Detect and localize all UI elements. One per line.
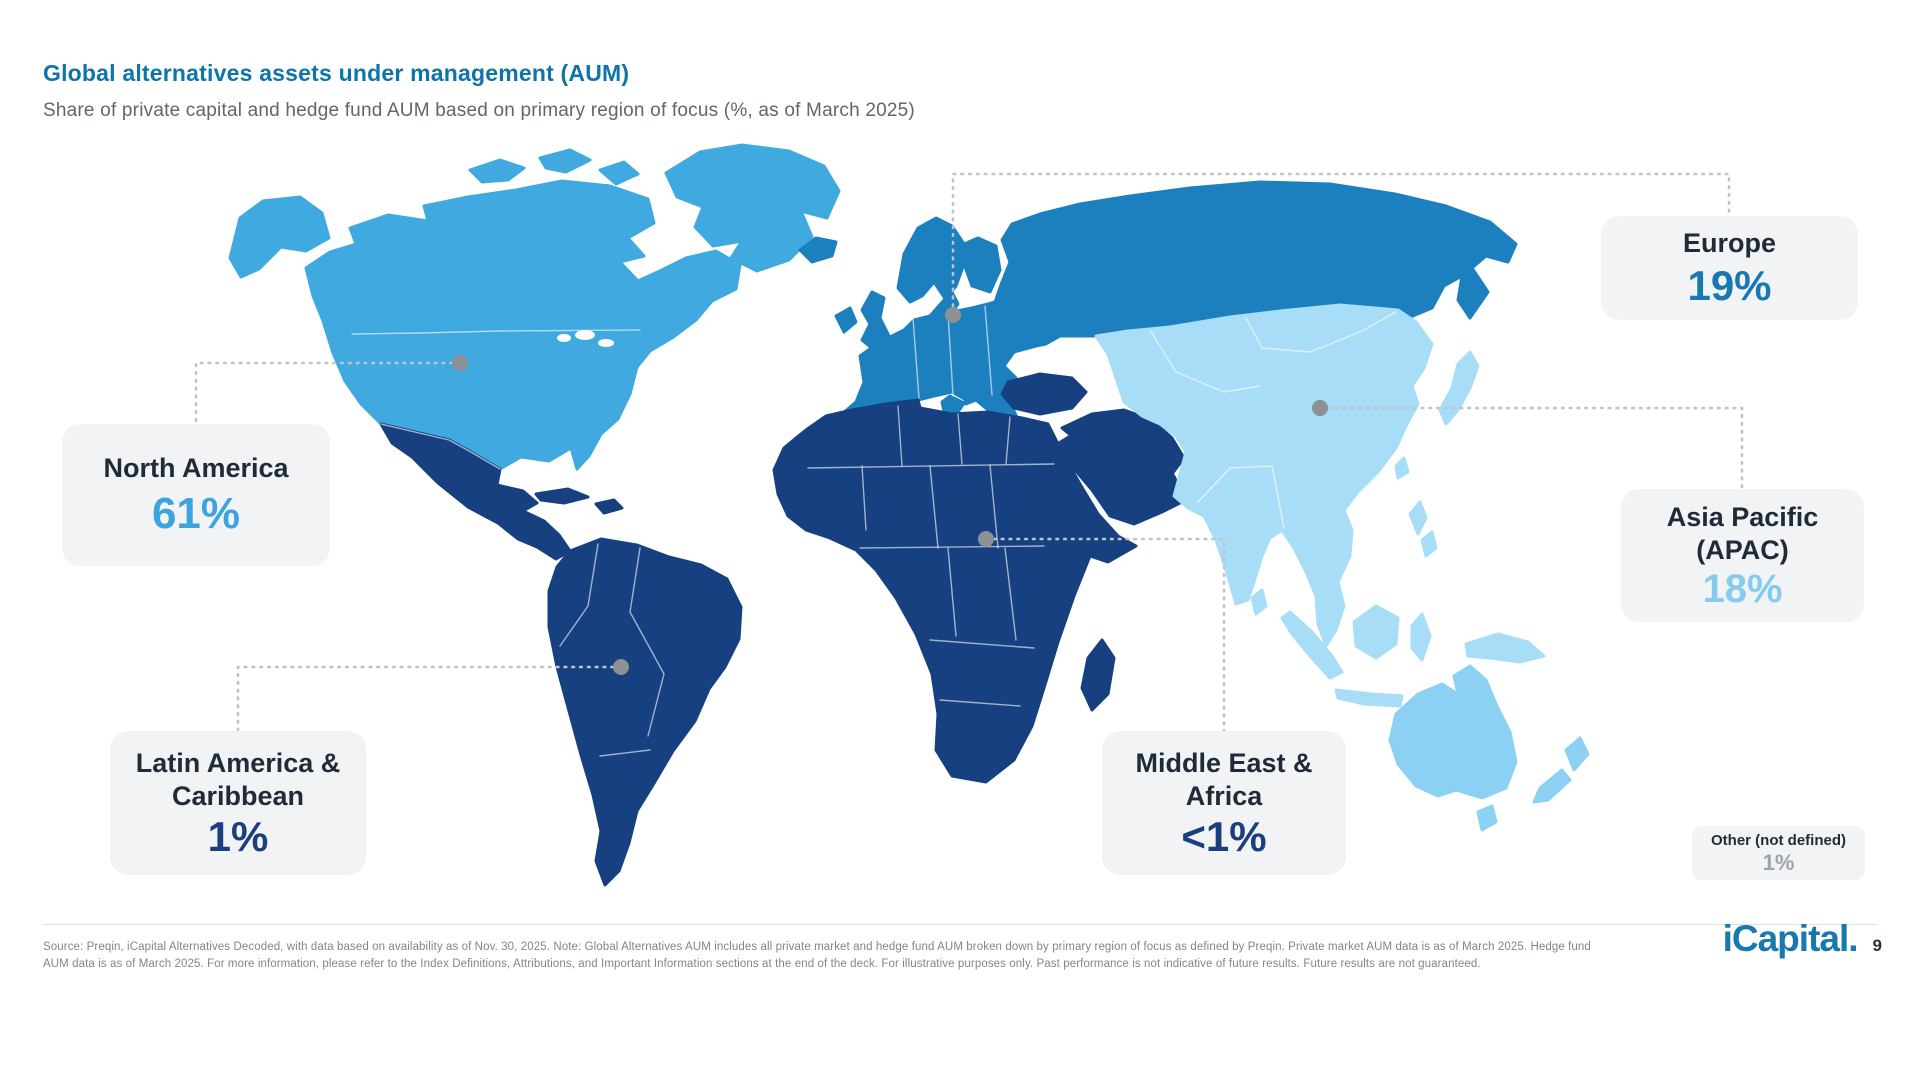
callout-other-value: 1% [1762, 850, 1795, 876]
icapital-logo: iCapital. [1722, 918, 1859, 959]
callout-middle-east-africa-label-line1: Middle East & [1135, 748, 1313, 779]
callout-latin-america-value: 1% [207, 812, 269, 860]
country-borders [351, 305, 1397, 757]
footer-disclaimer-line2: AUM data is as of March 2025. For more i… [43, 957, 1481, 970]
callout-other-label: Other (not defined) [1711, 831, 1846, 849]
footer-disclaimer: Source: Preqin, iCapital Alternatives De… [43, 939, 1693, 972]
connector-north-america [194, 361, 454, 426]
callout-europe-value: 19% [1687, 262, 1772, 310]
callout-europe: Europe 19% [1601, 216, 1858, 320]
callout-asia-pacific-label-line2: (APAC) [1696, 534, 1789, 565]
map-region-latin-america [379, 422, 743, 887]
marker-dot-north-america [452, 355, 468, 371]
marker-dot-europe [945, 307, 961, 323]
page-number: 9 [1872, 936, 1882, 955]
connector-middle-east-africa [992, 537, 1226, 733]
callout-middle-east-africa-value: <1% [1181, 812, 1267, 860]
footer-divider [43, 924, 1877, 925]
callout-connectors [194, 172, 1744, 733]
marker-dot-latin-america [613, 659, 629, 675]
connector-latin-america [236, 665, 615, 733]
page-subtitle: Share of private capital and hedge fund … [43, 100, 915, 121]
callout-north-america: North America 61% [62, 424, 330, 566]
connector-europe [951, 172, 1731, 308]
callout-asia-pacific-label-line1: Asia Pacific [1666, 501, 1819, 532]
callout-north-america-label: North America [103, 453, 289, 484]
callout-latin-america-label-line2: Caribbean [171, 780, 305, 811]
map-region-asia [1094, 303, 1546, 708]
callout-middle-east-africa: Middle East & Africa <1% [1102, 731, 1346, 875]
callout-latin-america: Latin America & Caribbean 1% [110, 731, 366, 875]
marker-dot-apac [1312, 400, 1328, 416]
callout-latin-america-label-line1: Latin America & [135, 748, 341, 779]
callout-north-america-value: 61% [151, 489, 241, 539]
footer-disclaimer-line1: Source: Preqin, iCapital Alternatives De… [43, 941, 1591, 953]
connector-apac [1326, 406, 1744, 491]
callout-asia-pacific: Asia Pacific (APAC) 18% [1621, 489, 1864, 622]
marker-dot-middle-east-africa [978, 531, 994, 547]
footer-branding: iCapital. 9 [1723, 920, 1882, 957]
map-region-north-america [228, 143, 841, 471]
callout-middle-east-africa-label-line2: Africa [1185, 780, 1263, 811]
callout-other-not-defined: Other (not defined) 1% [1692, 826, 1865, 880]
callout-europe-label: Europe [1682, 228, 1776, 259]
page-title: Global alternatives assets under managem… [43, 60, 630, 86]
callout-asia-pacific-value: 18% [1702, 567, 1783, 612]
map-region-australia [1388, 664, 1590, 832]
map-region-africa-middle-east [772, 372, 1188, 784]
